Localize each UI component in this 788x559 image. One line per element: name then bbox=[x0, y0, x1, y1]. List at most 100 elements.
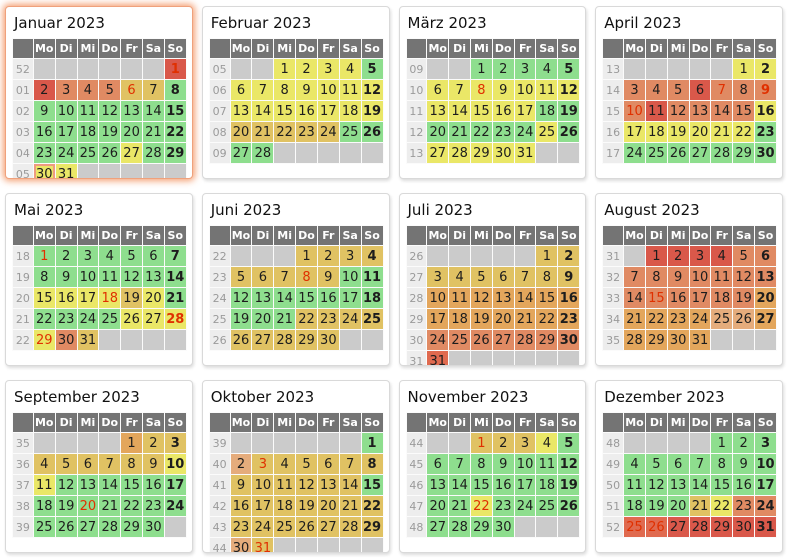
day-cell[interactable]: 8 bbox=[535, 266, 559, 288]
day-cell[interactable]: 7 bbox=[338, 453, 362, 475]
day-cell[interactable]: 26 bbox=[229, 329, 253, 351]
day-cell[interactable]: 2 bbox=[229, 453, 253, 475]
day-cell[interactable]: 31 bbox=[688, 329, 712, 351]
day-cell[interactable]: 5 bbox=[54, 453, 78, 475]
day-cell[interactable]: 16 bbox=[666, 287, 690, 309]
day-cell[interactable]: 18 bbox=[644, 121, 668, 143]
day-cell[interactable]: 11 bbox=[710, 266, 734, 288]
day-cell[interactable]: 26 bbox=[557, 495, 581, 517]
day-cell[interactable]: 7 bbox=[448, 453, 471, 475]
day-cell[interactable]: 3 bbox=[54, 79, 78, 101]
day-cell[interactable]: 26 bbox=[360, 121, 384, 143]
day-cell[interactable]: 29 bbox=[535, 329, 559, 351]
day-cell[interactable]: 29 bbox=[163, 142, 187, 164]
day-cell[interactable]: 4 bbox=[535, 432, 559, 454]
day-cell[interactable]: 2 bbox=[54, 245, 78, 267]
day-cell[interactable]: 30 bbox=[229, 537, 253, 552]
day-cell[interactable]: 16 bbox=[491, 474, 515, 496]
day-cell[interactable]: 8 bbox=[710, 453, 734, 475]
day-cell[interactable]: 15 bbox=[535, 287, 559, 309]
day-cell[interactable]: 9 bbox=[141, 453, 165, 475]
day-cell[interactable]: 1 bbox=[535, 245, 559, 267]
day-cell[interactable]: 13 bbox=[120, 100, 143, 122]
day-cell[interactable]: 16 bbox=[491, 100, 515, 122]
day-cell[interactable]: 28 bbox=[141, 142, 165, 164]
day-cell[interactable]: 1 bbox=[732, 58, 756, 80]
day-cell[interactable]: 8 bbox=[732, 79, 756, 101]
day-cell[interactable]: 12 bbox=[732, 266, 756, 288]
day-cell[interactable]: 25 bbox=[710, 308, 734, 330]
day-cell[interactable]: 2 bbox=[32, 79, 56, 101]
day-cell[interactable]: 10 bbox=[513, 453, 537, 475]
day-cell[interactable]: 1 bbox=[120, 432, 143, 454]
day-cell[interactable]: 19 bbox=[54, 495, 78, 517]
day-cell[interactable]: 1 bbox=[470, 58, 493, 80]
day-cell[interactable]: 8 bbox=[32, 266, 56, 288]
day-cell[interactable]: 6 bbox=[316, 453, 340, 475]
day-cell[interactable]: 14 bbox=[513, 287, 537, 309]
day-cell[interactable]: 26 bbox=[666, 142, 690, 164]
day-cell[interactable]: 18 bbox=[535, 100, 559, 122]
day-cell[interactable]: 25 bbox=[623, 516, 646, 538]
day-cell[interactable]: 19 bbox=[644, 495, 668, 517]
day-cell[interactable]: 24 bbox=[688, 308, 712, 330]
day-cell[interactable]: 28 bbox=[98, 516, 122, 538]
day-cell[interactable]: 3 bbox=[623, 79, 646, 101]
day-cell[interactable]: 23 bbox=[316, 308, 340, 330]
day-cell[interactable]: 21 bbox=[98, 495, 122, 517]
day-cell[interactable]: 13 bbox=[316, 474, 340, 496]
day-cell[interactable]: 24 bbox=[251, 516, 275, 538]
day-cell[interactable]: 11 bbox=[360, 266, 384, 288]
day-cell[interactable]: 30 bbox=[732, 516, 756, 538]
day-cell[interactable]: 2 bbox=[666, 245, 690, 267]
day-cell[interactable]: 7 bbox=[163, 245, 187, 267]
day-cell[interactable]: 30 bbox=[754, 142, 777, 164]
day-cell[interactable]: 16 bbox=[54, 287, 78, 309]
day-cell[interactable]: 29 bbox=[644, 329, 668, 351]
day-cell[interactable]: 8 bbox=[360, 453, 384, 475]
day-cell[interactable]: 23 bbox=[295, 121, 318, 143]
day-cell[interactable]: 24 bbox=[623, 142, 646, 164]
day-cell[interactable]: 23 bbox=[754, 121, 777, 143]
day-cell[interactable]: 4 bbox=[273, 453, 297, 475]
day-cell[interactable]: 20 bbox=[316, 495, 340, 517]
day-cell[interactable]: 1 bbox=[163, 58, 187, 80]
day-cell[interactable]: 21 bbox=[710, 121, 734, 143]
day-cell[interactable]: 31 bbox=[426, 350, 450, 365]
day-cell[interactable]: 9 bbox=[666, 266, 690, 288]
day-cell[interactable]: 2 bbox=[732, 432, 756, 454]
day-cell[interactable]: 27 bbox=[316, 516, 340, 538]
day-cell[interactable]: 25 bbox=[535, 121, 559, 143]
day-cell[interactable]: 29 bbox=[470, 516, 493, 538]
day-cell[interactable]: 4 bbox=[98, 245, 122, 267]
day-cell[interactable]: 24 bbox=[513, 495, 537, 517]
day-cell[interactable]: 24 bbox=[163, 495, 187, 517]
day-cell[interactable]: 31 bbox=[251, 537, 275, 552]
day-cell[interactable]: 20 bbox=[120, 121, 143, 143]
day-cell[interactable]: 12 bbox=[644, 474, 668, 496]
day-cell[interactable]: 29 bbox=[120, 516, 143, 538]
day-cell[interactable]: 20 bbox=[688, 121, 712, 143]
day-cell[interactable]: 19 bbox=[360, 100, 384, 122]
day-cell[interactable]: 15 bbox=[273, 100, 297, 122]
day-cell[interactable]: 19 bbox=[120, 287, 143, 309]
day-cell[interactable]: 24 bbox=[426, 329, 450, 351]
day-cell[interactable]: 25 bbox=[76, 142, 100, 164]
day-cell[interactable]: 5 bbox=[470, 266, 493, 288]
day-cell[interactable]: 24 bbox=[754, 495, 777, 517]
day-cell[interactable]: 8 bbox=[470, 79, 493, 101]
day-cell[interactable]: 31 bbox=[54, 163, 78, 178]
day-cell[interactable]: 30 bbox=[491, 142, 515, 164]
day-cell[interactable]: 15 bbox=[295, 287, 318, 309]
day-cell[interactable]: 12 bbox=[295, 474, 318, 496]
day-cell[interactable]: 2 bbox=[295, 58, 318, 80]
day-cell[interactable]: 26 bbox=[295, 516, 318, 538]
day-cell[interactable]: 2 bbox=[754, 58, 777, 80]
day-cell[interactable]: 5 bbox=[557, 432, 581, 454]
day-cell[interactable]: 2 bbox=[491, 432, 515, 454]
day-cell[interactable]: 19 bbox=[557, 100, 581, 122]
day-cell[interactable]: 7 bbox=[98, 453, 122, 475]
day-cell[interactable]: 21 bbox=[251, 121, 275, 143]
day-cell[interactable]: 22 bbox=[120, 495, 143, 517]
day-cell[interactable]: 22 bbox=[470, 495, 493, 517]
